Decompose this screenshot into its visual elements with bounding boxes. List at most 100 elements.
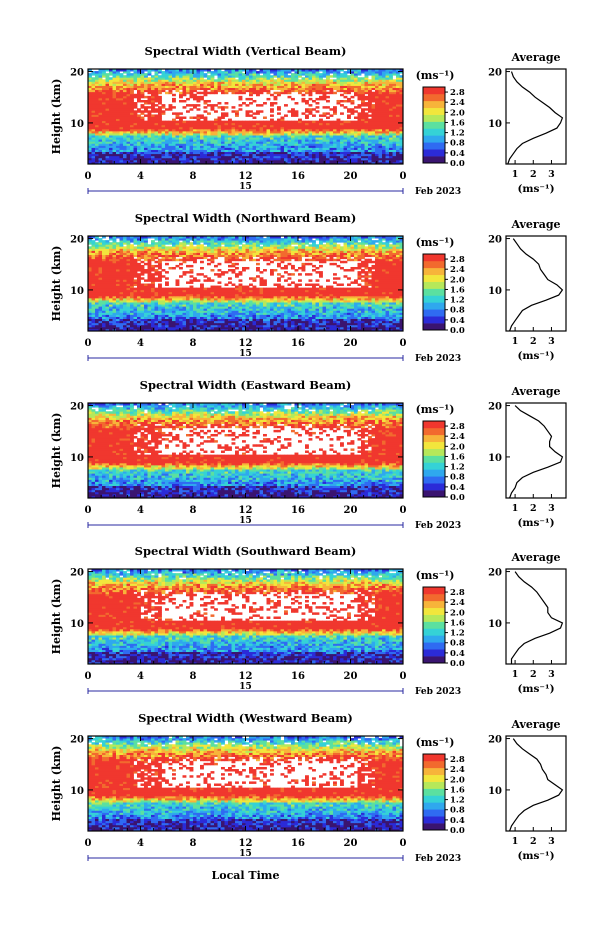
heatmap-cell [221, 112, 225, 114]
heatmap-cell [106, 73, 110, 75]
heatmap-cell [309, 121, 313, 123]
heatmap-cell [305, 108, 309, 110]
heatmap-cell [354, 106, 358, 108]
heatmap-cell [330, 121, 334, 123]
heatmap-cell [305, 114, 309, 116]
heatmap-cell [284, 121, 288, 123]
colorbar-segment [423, 135, 445, 142]
heatmap-cell [274, 102, 278, 104]
heatmap-cell [351, 121, 355, 123]
heatmap-cell [141, 100, 145, 102]
heatmap [88, 69, 403, 164]
heatmap-cell [165, 121, 169, 123]
heatmap-cell [291, 73, 295, 75]
heatmap-cell [155, 108, 159, 110]
heatmap-cell [323, 79, 327, 81]
heatmap-cell [228, 119, 232, 121]
panel-title: Spectral Width (Northward Beam) [135, 211, 357, 225]
heatmap-cell [274, 79, 278, 81]
heatmap-cell [323, 112, 327, 114]
heatmap-cell [358, 77, 362, 79]
heatmap-cell [155, 104, 159, 106]
heatmap-cell [393, 79, 397, 81]
heatmap-cell [249, 98, 253, 100]
colorbar-tick-label: 1.2 [450, 129, 465, 139]
heatmap-cell [326, 117, 330, 119]
heatmap-cell [148, 96, 152, 98]
heatmap-cell [221, 71, 225, 73]
heatmap-cell [354, 117, 358, 119]
heatmap-cell [214, 119, 218, 121]
heatmap-cell [137, 114, 141, 116]
y-tick-label: 10 [70, 119, 84, 130]
heatmap-cell [141, 104, 145, 106]
colorbar-segment [423, 142, 445, 149]
heatmap-cell [337, 100, 341, 102]
heatmap-cell [260, 121, 264, 123]
heatmap-cell [148, 77, 152, 79]
heatmap-cell [207, 104, 211, 106]
heatmap-cell [162, 110, 166, 112]
heatmap-cell [193, 104, 197, 106]
heatmap-cell [197, 92, 201, 94]
heatmap-cell [214, 110, 218, 112]
heatmap-cell [200, 92, 204, 94]
heatmap-cell [176, 121, 180, 123]
heatmap-cell [330, 79, 334, 81]
heatmap-cell [204, 73, 208, 75]
profile-x-label: (ms⁻¹) [517, 183, 554, 195]
heatmap-cell [253, 121, 257, 123]
heatmap-cell [267, 98, 271, 100]
heatmap-cell [270, 102, 274, 104]
panel-1: Spectral Width (Vertical Beam)2010Height… [50, 44, 566, 197]
heatmap-cell [249, 102, 253, 104]
heatmap-cell [232, 121, 236, 123]
heatmap-cell [204, 117, 208, 119]
heatmap-cell [148, 106, 152, 108]
heatmap-cell [305, 100, 309, 102]
heatmap-cell [361, 77, 365, 79]
heatmap-cell [249, 114, 253, 116]
heatmap-cell [162, 121, 166, 123]
heatmap-cell [347, 108, 351, 110]
heatmap-cell [347, 98, 351, 100]
heatmap-cell [169, 104, 173, 106]
heatmap-cell [351, 96, 355, 98]
heatmap-cell [218, 106, 222, 108]
heatmap-cell [330, 114, 334, 116]
heatmap-cell [249, 121, 253, 123]
x-tick-label: 4 [137, 171, 144, 182]
heatmap-cell [102, 79, 106, 81]
heatmap-cell [92, 77, 96, 79]
heatmap-cell [109, 77, 113, 79]
heatmap-cell [372, 104, 376, 106]
heatmap-cell [172, 112, 176, 114]
heatmap-cell [246, 98, 250, 100]
profile-x-tick-label: 2 [530, 169, 537, 180]
heatmap-cell [312, 108, 316, 110]
heatmap-cell [235, 79, 239, 81]
heatmap-cell [193, 121, 197, 123]
heatmap-cell [172, 106, 176, 108]
heatmap-cell [309, 108, 313, 110]
heatmap-cell [183, 100, 187, 102]
heatmap-cell [319, 119, 323, 121]
heatmap-cell [151, 75, 155, 77]
colorbar-segment [423, 101, 445, 108]
profile-y-tick-label: 10 [488, 119, 502, 130]
heatmap-cell [284, 114, 288, 116]
heatmap-cell [134, 110, 138, 112]
heatmap-cell [270, 114, 274, 116]
heatmap-cell [358, 112, 362, 114]
heatmap-cell [302, 98, 306, 100]
heatmap-cell [190, 104, 194, 106]
heatmap-cell [354, 110, 358, 112]
heatmap-cell [351, 108, 355, 110]
heatmap-cell [137, 108, 141, 110]
heatmap-cell [298, 119, 302, 121]
profile-frame [506, 69, 566, 164]
heatmap-cell [277, 112, 281, 114]
heatmap-cell [333, 106, 337, 108]
colorbar-tick-label: 0.0 [450, 159, 465, 169]
